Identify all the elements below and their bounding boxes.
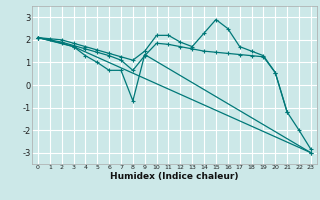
X-axis label: Humidex (Indice chaleur): Humidex (Indice chaleur) [110,172,239,181]
